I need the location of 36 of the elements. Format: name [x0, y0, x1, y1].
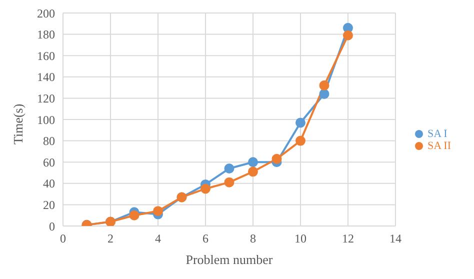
y-tick-label: 40: [43, 176, 55, 191]
y-tick-label: 120: [37, 91, 55, 106]
point: [152, 206, 163, 216]
y-tick-label: 180: [37, 28, 55, 42]
y-tick-label: 0: [49, 219, 55, 234]
point: [295, 136, 306, 146]
y-axis-title: Time(s): [10, 104, 26, 144]
y-tick-label: 100: [37, 112, 55, 127]
x-tick-label: 6: [202, 232, 208, 246]
y-tick-label: 20: [43, 198, 55, 212]
point: [342, 30, 353, 40]
point: [272, 154, 282, 164]
point: [248, 157, 258, 168]
point: [129, 210, 140, 220]
point: [295, 118, 306, 128]
x-tick-label: 2: [107, 232, 114, 246]
point: [248, 166, 258, 177]
point: [224, 177, 234, 188]
x-tick-label: 14: [389, 232, 402, 246]
legend-label: SA II: [427, 140, 451, 152]
y-tick-label: 80: [43, 134, 55, 148]
point: [319, 88, 330, 99]
point: [224, 163, 234, 174]
point: [200, 184, 210, 194]
x-tick-label: 10: [294, 232, 306, 246]
x-axis-title: Problem number: [186, 252, 274, 267]
x-tick-label: 8: [250, 232, 256, 246]
y-tick-label: 140: [37, 70, 55, 84]
y-tick-label: 160: [37, 48, 55, 63]
y-tick-label: 200: [37, 6, 55, 20]
y-tick-label: 60: [43, 155, 55, 170]
x-tick-label: 0: [60, 232, 66, 246]
point: [319, 80, 330, 90]
legend-label: SA I: [427, 128, 448, 140]
x-tick-label: 4: [154, 232, 161, 246]
x-tick-label: 12: [342, 232, 354, 246]
